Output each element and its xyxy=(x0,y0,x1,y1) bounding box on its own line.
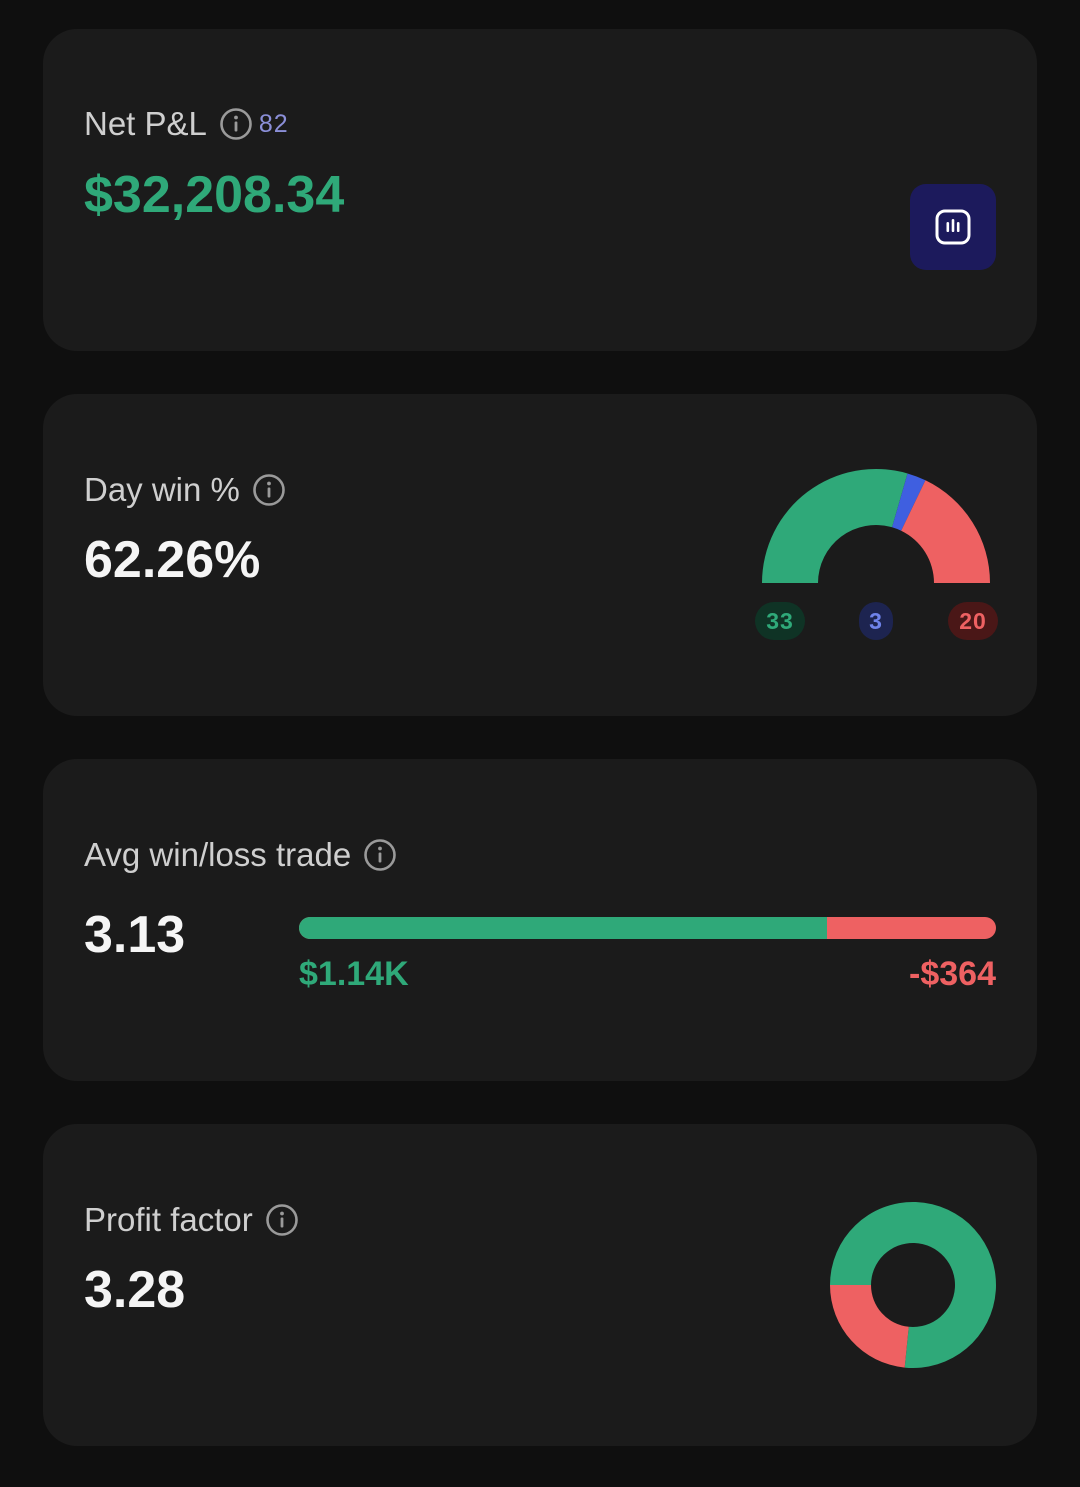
win-loss-bar xyxy=(299,917,996,939)
win-bar-segment xyxy=(299,917,828,939)
day-win-card: Day win % 62.26% 33 3 20 xyxy=(43,394,1037,716)
gauge-losses-segment xyxy=(901,480,990,583)
gauge-breakeven-segment xyxy=(892,473,926,531)
trade-count-badge: 82 xyxy=(258,109,289,138)
losing-days-count: 20 xyxy=(948,602,998,640)
avg-win-loss-title-row: Avg win/loss trade xyxy=(84,836,397,874)
net-pnl-card: Net P&L 82 $32,208.34 xyxy=(43,29,1037,351)
profit-factor-value: 3.28 xyxy=(84,1261,186,1319)
avg-win-loss-title: Avg win/loss trade xyxy=(84,836,352,873)
info-icon[interactable] xyxy=(252,473,286,507)
donut-profit-segment xyxy=(830,1202,996,1368)
profit-factor-title-row: Profit factor xyxy=(84,1201,299,1239)
day-win-title-row: Day win % xyxy=(84,471,286,509)
profit-factor-title: Profit factor xyxy=(84,1201,253,1238)
view-chart-button[interactable] xyxy=(910,184,996,270)
info-icon[interactable] xyxy=(219,107,253,141)
avg-win-loss-card: Avg win/loss trade 3.13 $1.14K -$364 xyxy=(43,759,1037,1081)
day-win-gauge xyxy=(762,469,990,583)
avg-win-loss-ratio: 3.13 xyxy=(84,906,186,964)
gauge-wins-segment xyxy=(762,469,908,583)
donut-loss-segment xyxy=(830,1285,909,1368)
bar-chart-icon xyxy=(935,209,971,245)
winning-days-count: 33 xyxy=(755,602,805,640)
avg-loss-amount: -$364 xyxy=(909,955,996,993)
net-pnl-title: Net P&L xyxy=(84,105,207,142)
net-pnl-value: $32,208.34 xyxy=(84,166,345,224)
day-win-title: Day win % xyxy=(84,471,240,508)
breakeven-days-count: 3 xyxy=(859,602,893,640)
profit-factor-card: Profit factor 3.28 xyxy=(43,1124,1037,1446)
net-pnl-title-row: Net P&L 82 xyxy=(84,105,289,143)
avg-win-amount: $1.14K xyxy=(299,955,409,993)
day-win-value: 62.26% xyxy=(84,531,261,589)
info-icon[interactable] xyxy=(363,838,397,872)
profit-factor-donut xyxy=(830,1202,996,1368)
info-icon[interactable] xyxy=(265,1203,299,1237)
